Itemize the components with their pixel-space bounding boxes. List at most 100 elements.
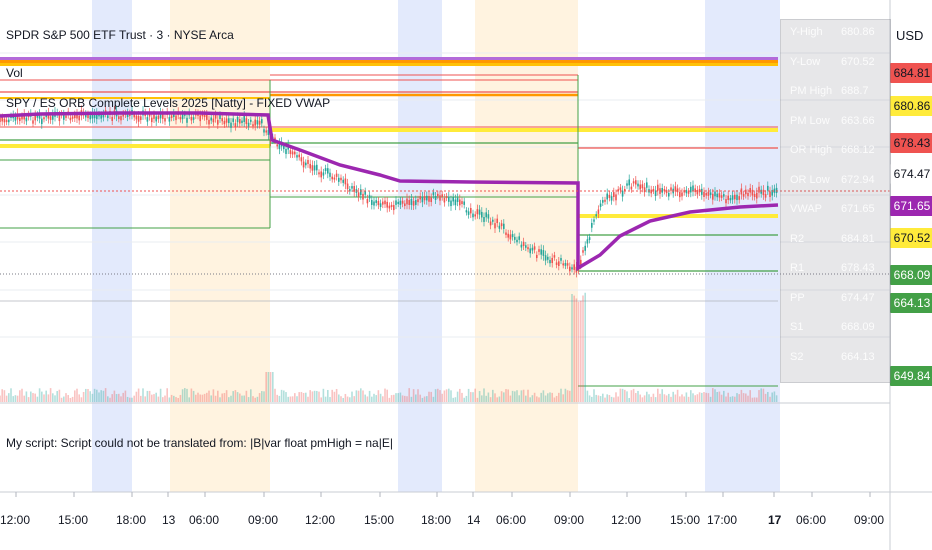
volume-bar bbox=[439, 390, 441, 402]
candle-body bbox=[65, 115, 67, 118]
candle-body bbox=[41, 118, 43, 125]
volume-bar bbox=[267, 372, 270, 402]
candle-body bbox=[102, 113, 105, 118]
volume-bar bbox=[230, 395, 232, 402]
volume-bar bbox=[593, 389, 595, 402]
volume-bar bbox=[269, 372, 272, 402]
volume-bar bbox=[19, 390, 21, 402]
candle-body bbox=[599, 203, 602, 207]
time-axis-label: 09:00 bbox=[854, 513, 885, 527]
currency-label[interactable]: USD bbox=[896, 28, 924, 43]
volume-bar bbox=[12, 396, 14, 402]
volume-bar bbox=[415, 394, 417, 402]
price-tag: 684.81 bbox=[890, 63, 932, 83]
candle-body bbox=[8, 119, 10, 123]
candle-body bbox=[696, 189, 699, 195]
candle-body bbox=[100, 115, 102, 119]
volume-legend[interactable]: Vol bbox=[6, 66, 23, 80]
candle-body bbox=[239, 118, 241, 124]
candle-body bbox=[228, 118, 230, 124]
candle-body bbox=[276, 144, 278, 147]
candle-body bbox=[69, 117, 72, 121]
candle-body bbox=[747, 192, 749, 197]
volume-bar bbox=[707, 393, 710, 402]
candle-body bbox=[366, 199, 369, 204]
price-tag: 664.13 bbox=[890, 293, 932, 313]
time-axis-label: 06:00 bbox=[189, 513, 220, 527]
volume-bar bbox=[96, 389, 98, 402]
candle-body bbox=[14, 116, 17, 121]
volume-bar bbox=[338, 394, 340, 402]
volume-bar bbox=[296, 396, 298, 402]
volume-bar bbox=[274, 388, 276, 402]
volume-bar bbox=[615, 392, 617, 402]
volume-bar bbox=[201, 394, 204, 402]
volume-bar bbox=[76, 388, 78, 402]
candle-body bbox=[767, 185, 769, 191]
candle-body bbox=[637, 183, 639, 187]
info-value: 688.7 bbox=[841, 85, 869, 97]
volume-bar bbox=[0, 395, 1, 402]
candle-body bbox=[736, 194, 738, 201]
candle-body bbox=[395, 200, 397, 205]
volume-bar bbox=[1, 389, 3, 402]
candle-body bbox=[463, 201, 465, 205]
candle-body bbox=[756, 192, 758, 199]
candle-body bbox=[657, 184, 659, 191]
info-label: OR Low bbox=[790, 173, 830, 186]
volume-bar bbox=[747, 395, 749, 402]
volume-bar bbox=[544, 395, 547, 402]
volume-bar bbox=[483, 388, 485, 402]
volume-bar bbox=[313, 390, 316, 402]
volume-bar bbox=[760, 388, 762, 402]
volume-bar bbox=[751, 397, 754, 402]
volume-bar bbox=[272, 372, 274, 402]
volume-bar bbox=[82, 391, 85, 402]
indicator-title[interactable]: SPY / ES ORB Complete Levels 2025 [Natty… bbox=[6, 96, 331, 110]
volume-bar bbox=[434, 389, 437, 402]
volume-bar bbox=[525, 395, 527, 402]
volume-bar bbox=[21, 388, 23, 402]
candle-body bbox=[313, 165, 316, 171]
volume-bar bbox=[371, 396, 373, 402]
volume-bar bbox=[129, 397, 131, 402]
candle-body bbox=[650, 189, 652, 194]
volume-bar bbox=[731, 396, 734, 402]
candle-body bbox=[538, 249, 540, 252]
volume-bar bbox=[756, 397, 758, 402]
volume-bar bbox=[562, 394, 564, 402]
candle-body bbox=[155, 116, 157, 122]
volume-bar bbox=[217, 390, 219, 402]
time-ticks bbox=[15, 492, 871, 497]
session-band bbox=[398, 0, 442, 492]
candle-body bbox=[302, 161, 305, 168]
symbol-title[interactable]: SPDR S&P 500 ETF Trust · 3 · NYSE Arca bbox=[6, 28, 234, 42]
candle-body bbox=[285, 148, 287, 154]
volume-bar bbox=[758, 390, 760, 402]
volume-bar bbox=[236, 392, 239, 402]
info-label: R1 bbox=[790, 262, 805, 274]
candle-body bbox=[236, 117, 239, 123]
candle-body bbox=[120, 116, 122, 121]
candle-body bbox=[573, 264, 575, 270]
volume-bar bbox=[443, 390, 446, 402]
volume-bar bbox=[388, 397, 391, 402]
candle-body bbox=[410, 199, 413, 205]
volume-bar bbox=[14, 395, 17, 402]
info-value: 672.94 bbox=[841, 173, 875, 186]
volume-bar bbox=[250, 389, 252, 402]
candle-body bbox=[698, 188, 701, 193]
volume-bar bbox=[503, 392, 505, 402]
volume-bar bbox=[450, 390, 452, 402]
candle-body bbox=[294, 151, 296, 155]
volume-bar bbox=[142, 388, 144, 402]
volume-bar bbox=[696, 394, 699, 402]
volume-bar bbox=[241, 395, 243, 402]
volume-bar bbox=[102, 390, 105, 402]
candle-body bbox=[674, 186, 677, 192]
candle-body bbox=[727, 195, 729, 200]
volume-bar bbox=[192, 390, 195, 402]
volume-bar bbox=[498, 396, 501, 402]
candle-body bbox=[434, 196, 437, 200]
